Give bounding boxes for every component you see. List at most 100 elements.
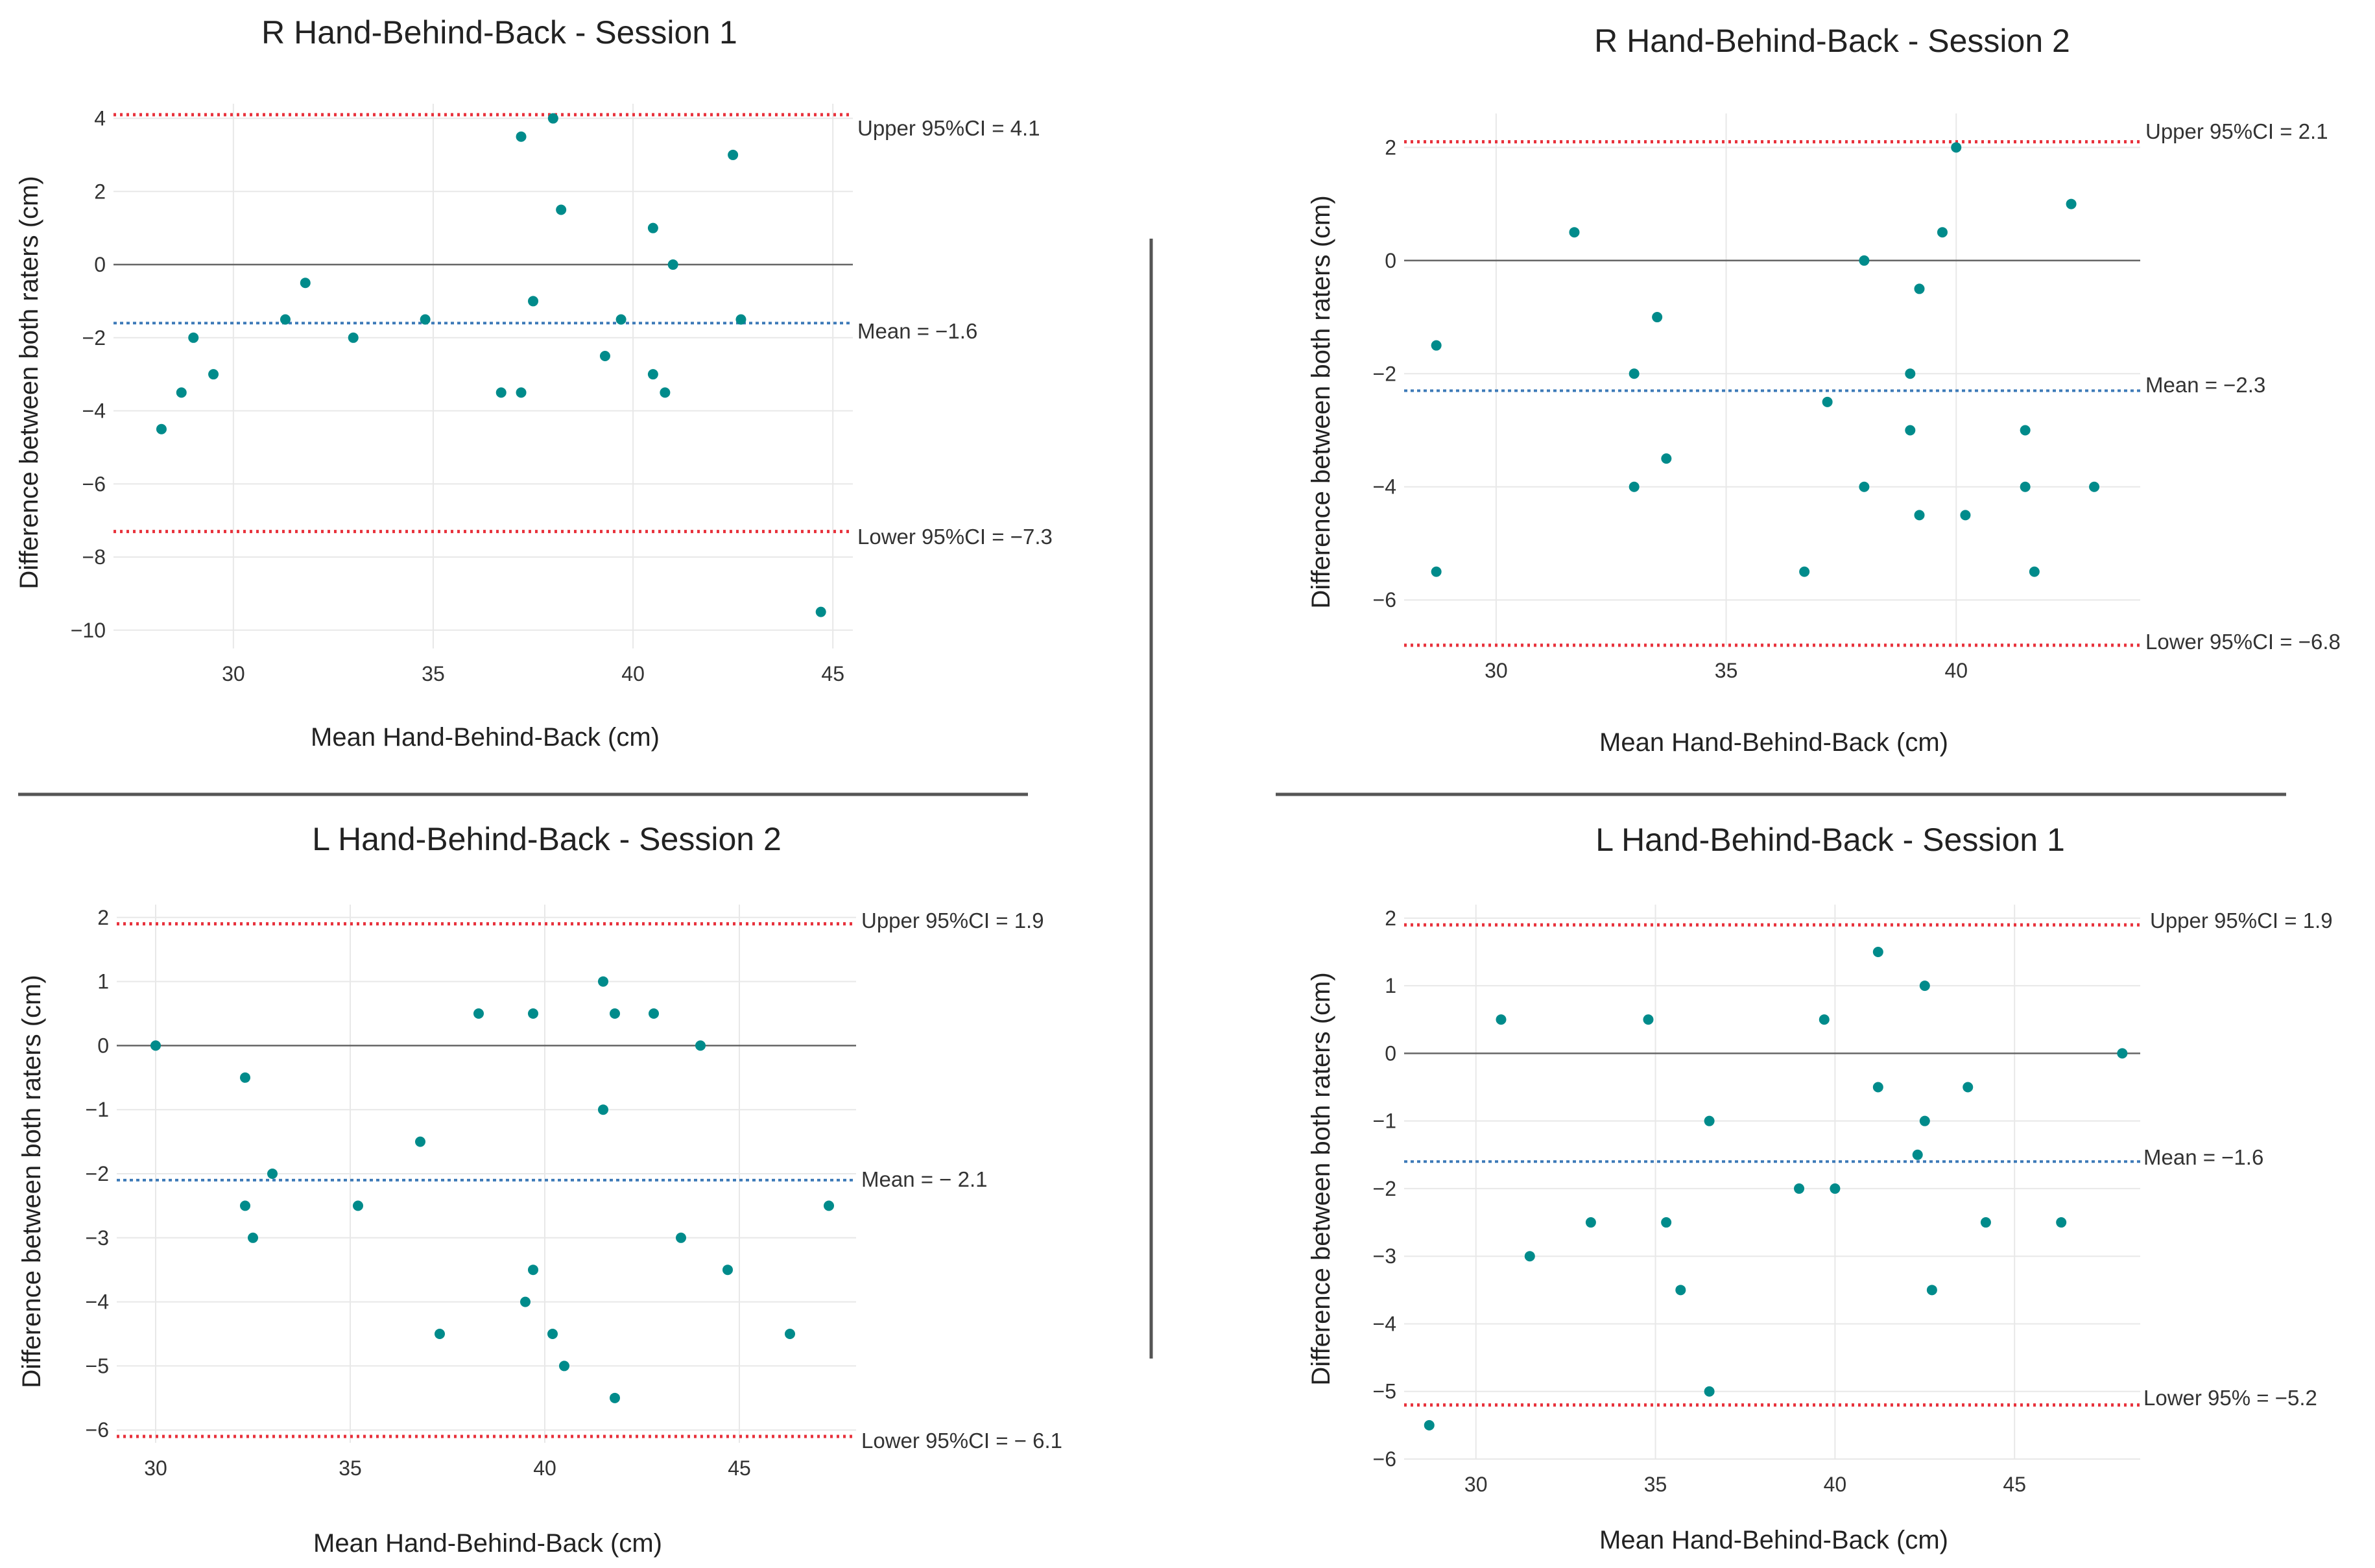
y-tick-label: 1 (1385, 974, 1396, 997)
data-point (647, 369, 658, 380)
plot-area: 30 35 40 45 −6 −5 −4 −3 −2 −1 0 1 2 (86, 905, 856, 1480)
data-point (615, 314, 627, 325)
data-point (280, 314, 291, 325)
data-point (1585, 1217, 1596, 1228)
data-point (1822, 396, 1833, 407)
data-point (353, 1200, 363, 1211)
y-tick-label: −4 (1373, 475, 1396, 499)
y-tick-label: 0 (1385, 1041, 1396, 1065)
data-point (1569, 227, 1580, 238)
x-tick-label: 30 (1485, 659, 1508, 682)
data-point (1643, 1014, 1654, 1025)
data-point (2117, 1048, 2128, 1059)
data-point (815, 606, 826, 617)
y-tick-label: −10 (71, 619, 106, 642)
x-tick-label: 45 (728, 1456, 751, 1480)
y-tick-label: −3 (1373, 1244, 1396, 1268)
data-point (1859, 255, 1870, 266)
data-point (1960, 510, 1971, 521)
data-point (1629, 481, 1640, 492)
data-point (348, 332, 359, 343)
x-tick-label: 45 (821, 662, 844, 685)
data-point (1661, 1217, 1672, 1228)
data-point (1652, 312, 1663, 323)
data-point (1661, 453, 1672, 464)
x-tick-label: 40 (1944, 659, 1968, 682)
data-point (1872, 1082, 1883, 1093)
y-tick-label: −2 (1373, 1177, 1396, 1200)
plot-area: 30 35 40 −6 −4 −2 0 2 (1373, 113, 2140, 682)
y-tick-label: −3 (86, 1226, 109, 1250)
plot-area: 30 35 40 45 −6 −5 −4 −3 −2 −1 0 1 2 (1373, 905, 2140, 1496)
y-tick-label: 2 (1385, 907, 1396, 930)
y-tick-label: −2 (86, 1162, 109, 1185)
data-point (728, 149, 739, 160)
y-tick-label: −1 (1373, 1110, 1396, 1133)
data-point (208, 369, 219, 380)
data-point (1919, 1115, 1930, 1126)
data-point (1963, 1082, 1974, 1093)
chart-title: R Hand-Behind-Back - Session 2 (1594, 23, 2070, 59)
data-point (2020, 425, 2031, 436)
y-axis-title: Difference between both raters (cm) (1307, 972, 1335, 1385)
data-point (599, 350, 610, 361)
y-tick-label: 0 (97, 1034, 109, 1057)
x-axis-title: Mean Hand-Behind-Back (cm) (1599, 1526, 1948, 1554)
data-point (785, 1329, 795, 1340)
x-tick-label: 45 (2003, 1473, 2026, 1496)
chart-title: L Hand-Behind-Back - Session 2 (312, 821, 782, 857)
y-tick-label: −2 (1373, 362, 1396, 385)
data-point (649, 1008, 659, 1019)
plot-area: 30 35 40 45 −10 −8 −6 −4 −2 0 2 4 (71, 104, 853, 685)
y-tick-label: −4 (82, 399, 106, 423)
data-point (676, 1232, 686, 1243)
data-point (1675, 1285, 1686, 1296)
data-point (2020, 481, 2031, 492)
data-point (176, 387, 187, 398)
y-tick-label: −5 (1373, 1380, 1396, 1403)
chart-l-session-2: L Hand-Behind-Back - Session 2 30 35 40 45 −… (18, 821, 1062, 1558)
data-point (248, 1232, 258, 1243)
data-point (1872, 946, 1883, 957)
data-point (1919, 980, 1930, 992)
chart-r-session-1: R Hand-Behind-Back - Session 1 30 35 40 45−… (15, 14, 1053, 752)
data-point (516, 387, 527, 398)
mean-label: Mean = − 2.1 (861, 1167, 987, 1191)
upper-ci-label: Upper 95%CI = 2.1 (2145, 119, 2328, 143)
data-point (240, 1200, 250, 1211)
data-point (1951, 142, 1962, 153)
mean-label: Mean = −2.3 (2145, 373, 2265, 397)
lower-ci-label: Lower 95%CI = −7.3 (857, 525, 1053, 549)
y-tick-label: 4 (94, 107, 106, 130)
y-tick-label: −6 (86, 1418, 109, 1442)
data-point (1926, 1285, 1937, 1296)
data-point (1819, 1014, 1830, 1025)
y-tick-label: −5 (86, 1354, 109, 1377)
data-point (1431, 340, 1442, 351)
upper-ci-label: Upper 95%CI = 1.9 (2150, 909, 2333, 932)
y-tick-label: 2 (97, 906, 109, 929)
y-tick-label: −6 (1373, 588, 1396, 612)
data-point (610, 1008, 620, 1019)
x-tick-label: 40 (1824, 1473, 1847, 1496)
x-axis-title: Mean Hand-Behind-Back (cm) (313, 1529, 662, 1558)
mean-label: Mean = −1.6 (2143, 1145, 2263, 1169)
data-point (647, 222, 658, 233)
data-point (1980, 1217, 1991, 1228)
data-point (598, 1104, 608, 1115)
data-point (559, 1360, 569, 1372)
y-axis-title: Difference between both raters (cm) (18, 975, 46, 1388)
data-point (1496, 1014, 1507, 1025)
data-point (598, 976, 608, 987)
data-point (1912, 1149, 1923, 1160)
data-point (150, 1040, 161, 1051)
data-point (1799, 566, 1810, 577)
data-point (1794, 1183, 1805, 1194)
data-point (300, 278, 311, 289)
x-tick-label: 30 (1464, 1473, 1488, 1496)
data-point (735, 314, 746, 325)
y-axis-title: Difference between both raters (cm) (1307, 195, 1335, 608)
data-point (547, 1329, 558, 1340)
lower-ci-label: Lower 95%CI = −6.8 (2145, 630, 2341, 654)
